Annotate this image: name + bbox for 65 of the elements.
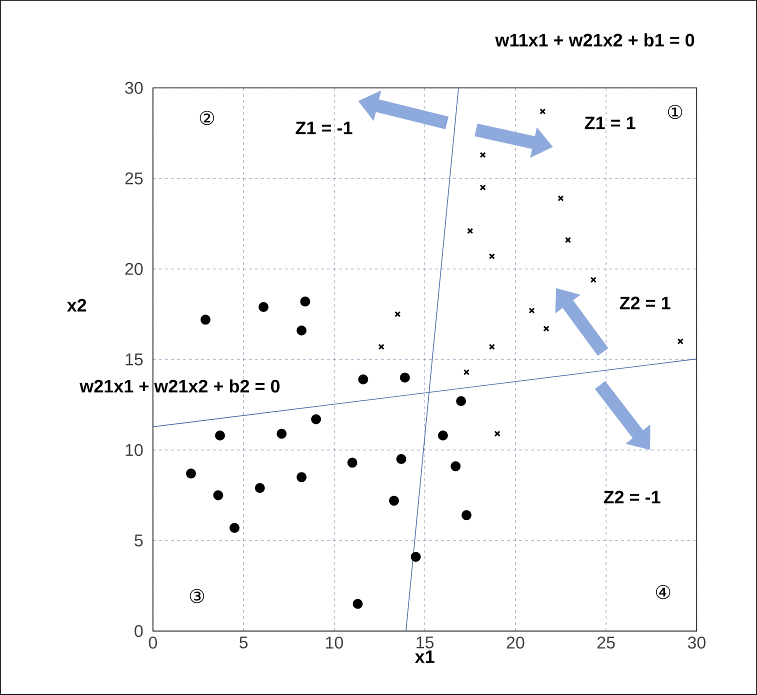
point (200, 314, 211, 325)
point (389, 496, 400, 506)
point (438, 430, 448, 441)
y-tick-label: 25 (125, 172, 143, 184)
point (543, 326, 550, 332)
point (311, 414, 322, 424)
x-tick-label: 15 (416, 636, 434, 648)
point (677, 338, 684, 344)
text: w11x1 + w21x2 + b1 = 0 (495, 33, 694, 47)
point (488, 253, 495, 260)
annotation: ③ (190, 588, 204, 604)
point (590, 276, 596, 283)
x-tick-label: 30 (688, 636, 706, 649)
point (558, 195, 564, 202)
point (254, 483, 265, 494)
point (352, 598, 363, 609)
y-tick-label: 10 (126, 444, 143, 456)
x-tick-label: 0 (148, 636, 158, 649)
point (230, 522, 240, 533)
point (480, 152, 486, 158)
point (410, 552, 421, 562)
annotation: Z2 = -1 (604, 490, 660, 504)
point (396, 454, 406, 464)
point (450, 461, 461, 472)
point (300, 296, 310, 307)
point (480, 184, 486, 191)
point (528, 308, 535, 314)
annotation: Z2 = 1 (620, 296, 670, 310)
point (296, 326, 307, 336)
point (467, 228, 474, 234)
point (258, 302, 269, 312)
x-tick-label: 20 (506, 636, 524, 649)
point (494, 430, 500, 437)
point (462, 510, 472, 520)
annotation: ② (200, 110, 214, 126)
annotation: Z1 = 1 (584, 116, 636, 130)
y-tick-label: 0 (134, 625, 143, 638)
y-tick-label: 15 (126, 354, 143, 366)
point (564, 236, 572, 244)
x-axis-title: x1 (414, 650, 434, 663)
point (213, 490, 224, 500)
y-tick-label: 20 (125, 262, 143, 275)
point (378, 344, 384, 350)
point (488, 344, 495, 350)
point (215, 430, 226, 441)
annotation: ① (668, 104, 682, 120)
y-tick-label: 30 (125, 82, 143, 94)
point (540, 108, 546, 115)
point (456, 396, 466, 406)
point (347, 458, 358, 468)
point (358, 374, 368, 384)
annotation: w21x1 + w21x2 + b2 = 0 (80, 379, 280, 393)
point (463, 369, 470, 376)
x-tick-label: 5 (240, 636, 248, 648)
annotation: ④ (656, 584, 670, 600)
x-tick-label: 10 (326, 636, 343, 649)
annotation: Z1 = -1 (296, 122, 352, 134)
point (400, 372, 410, 383)
x-tick-label: 25 (597, 636, 615, 649)
y-axis-title: x2 (66, 298, 86, 312)
point (394, 311, 401, 318)
point (186, 468, 196, 479)
point (296, 472, 307, 482)
point (276, 428, 287, 439)
y-tick-label: 5 (134, 534, 143, 546)
